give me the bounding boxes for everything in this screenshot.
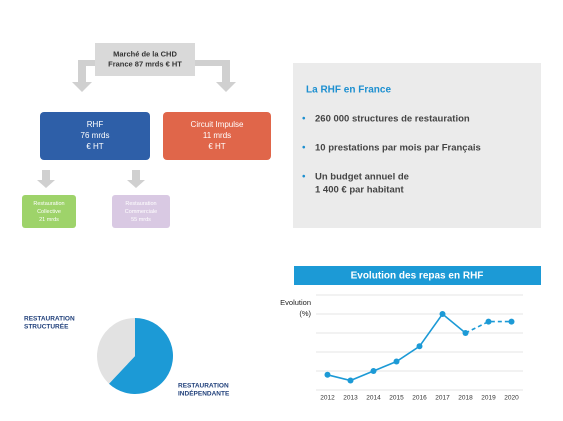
pie-label: RESTAURATION (178, 383, 229, 390)
bullet-dot: • (302, 172, 306, 183)
node-label: € HT (86, 142, 103, 151)
x-tick-label: 2017 (435, 395, 450, 402)
node-label: Restauration (33, 201, 64, 207)
node-label: € HT (208, 142, 225, 151)
bullet-text: 260 000 structures de restauration (315, 114, 470, 125)
pie-slice (108, 318, 174, 394)
pie-label: INDÉPENDANTE (178, 389, 230, 398)
node-label: France 87 mrds € HT (108, 59, 182, 68)
x-tick-label: 2014 (366, 395, 381, 402)
point (485, 318, 492, 325)
point (393, 358, 400, 365)
box-collective (22, 195, 76, 228)
point (462, 330, 469, 336)
node-label: Marché de la CHD (113, 49, 177, 58)
bullet-text: 1 400 € par habitant (315, 185, 405, 196)
node-label: Restauration (125, 201, 156, 207)
node-label: Circuit Impulse (191, 120, 244, 129)
arrows (37, 60, 236, 188)
pie-label: RESTAURATION (24, 316, 75, 323)
bullet-text: 10 prestations par mois par Français (315, 143, 481, 154)
bullet-dot: • (302, 114, 306, 125)
x-tick-label: 2020 (504, 395, 519, 402)
x-tick-label: 2015 (389, 395, 404, 402)
point (324, 371, 331, 378)
pie-label: STRUCTURÉE (24, 322, 69, 331)
box-impulse (163, 112, 271, 160)
node-label: 21 mrds (39, 217, 59, 223)
arrow (72, 60, 95, 92)
line-dashed (465, 320, 512, 334)
chart-title-bar (294, 266, 541, 285)
y-axis-label: (%) (299, 309, 311, 318)
node-label: Commerciale (125, 209, 157, 215)
node-label: 76 mrds (81, 131, 110, 140)
info-title: La RHF en France (306, 85, 391, 96)
point (508, 318, 515, 325)
bullet-text: Un budget annuel de (315, 172, 409, 183)
y-axis-label: Evolution (280, 298, 311, 307)
arrow (37, 170, 55, 188)
point (347, 377, 354, 384)
node-label: Collective (37, 209, 61, 215)
chart-title: Evolution des repas en RHF (351, 271, 484, 282)
x-tick-label: 2012 (320, 395, 335, 402)
x-tick-label: 2016 (412, 395, 427, 402)
point (370, 368, 377, 374)
point (439, 311, 446, 317)
box-commerciale (112, 195, 170, 228)
point (416, 343, 423, 350)
bullet-dot: • (302, 143, 306, 154)
box-rhf (40, 112, 150, 160)
x-tick-label: 2019 (481, 395, 496, 402)
pie-slice (97, 318, 135, 384)
arrow (195, 60, 236, 92)
x-tick-label: 2013 (343, 395, 358, 402)
arrow (127, 170, 145, 188)
node-label: 55 mrds (131, 217, 151, 223)
box-chd (95, 43, 195, 76)
info-box (293, 63, 541, 228)
node-label: RHF (87, 120, 104, 129)
x-tick-label: 2018 (458, 395, 473, 402)
node-label: 11 mrds (203, 131, 231, 140)
